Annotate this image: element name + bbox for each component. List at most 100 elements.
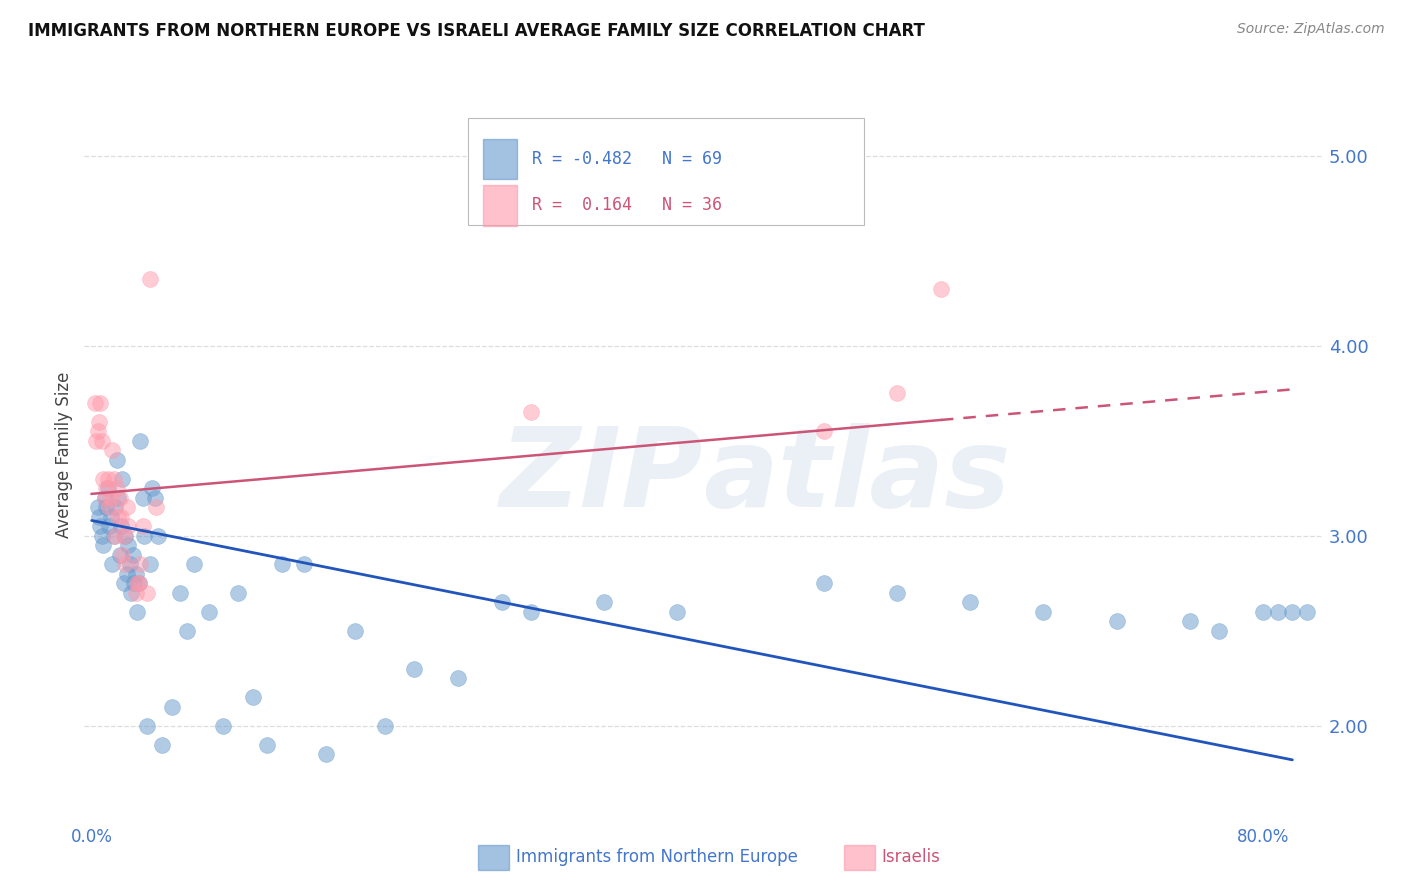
Point (94, 491, 117, 505)
Point (132, 519, 155, 533)
Point (212, 719, 235, 733)
Point (1267, 605, 1289, 619)
Point (96, 500, 118, 515)
Point (132, 491, 155, 505)
Point (520, 605, 543, 619)
Point (122, 576, 145, 591)
Point (136, 719, 159, 733)
Point (96, 481, 118, 495)
Point (315, 747, 337, 761)
Point (129, 557, 152, 571)
Point (84, 434, 107, 448)
Point (97, 472, 120, 486)
Text: R = -0.482   N = 69: R = -0.482 N = 69 (533, 150, 723, 168)
Point (520, 405, 543, 419)
Point (198, 605, 221, 619)
Point (143, 491, 166, 505)
Text: Source: ZipAtlas.com: Source: ZipAtlas.com (1237, 22, 1385, 37)
Point (104, 500, 127, 515)
Point (1032, 605, 1054, 619)
Point (169, 585, 191, 599)
Point (108, 491, 131, 505)
Point (98, 500, 121, 515)
Point (98, 519, 121, 533)
Point (593, 595, 616, 609)
Point (93, 472, 115, 486)
Point (145, 500, 167, 515)
Point (160, 699, 183, 714)
Point (959, 595, 981, 609)
Point (447, 671, 470, 685)
Point (94, 491, 117, 505)
Point (886, 585, 908, 599)
Point (115, 566, 138, 581)
Point (110, 519, 132, 533)
Point (105, 481, 128, 495)
Point (146, 529, 169, 543)
Point (139, 557, 162, 571)
Point (150, 738, 173, 752)
Point (176, 624, 198, 638)
Point (111, 472, 134, 486)
Point (402, 662, 425, 676)
Point (128, 576, 150, 591)
Y-axis label: Average Family Size: Average Family Size (55, 372, 73, 538)
Point (121, 548, 143, 562)
Point (292, 557, 315, 571)
Point (93, 538, 115, 552)
Point (89, 519, 111, 533)
Point (141, 481, 163, 495)
Text: R =  0.164   N = 36: R = 0.164 N = 36 (533, 196, 723, 214)
Point (813, 576, 835, 591)
Text: IMMIGRANTS FROM NORTHERN EUROPE VS ISRAELI AVERAGE FAMILY SIZE CORRELATION CHART: IMMIGRANTS FROM NORTHERN EUROPE VS ISRAE… (28, 22, 925, 40)
Text: ZIP: ZIP (499, 424, 703, 531)
Text: Immigrants from Northern Europe: Immigrants from Northern Europe (516, 848, 797, 866)
Point (87, 415, 110, 429)
Point (87, 509, 110, 524)
Point (100, 491, 122, 505)
Point (139, 272, 162, 286)
Point (242, 690, 264, 705)
Point (83, 395, 105, 409)
Point (86, 500, 108, 515)
Point (105, 452, 128, 467)
Point (813, 424, 835, 438)
Point (110, 509, 132, 524)
Point (134, 529, 156, 543)
Point (114, 529, 136, 543)
Point (112, 529, 135, 543)
Point (256, 738, 278, 752)
Point (1208, 624, 1230, 638)
Point (104, 529, 127, 543)
Point (1296, 605, 1319, 619)
Point (101, 557, 124, 571)
Point (117, 519, 139, 533)
Point (344, 624, 367, 638)
Point (114, 557, 136, 571)
Point (101, 443, 124, 458)
Point (373, 719, 395, 733)
Point (1251, 605, 1274, 619)
Point (97, 481, 120, 495)
FancyBboxPatch shape (468, 119, 863, 225)
Point (124, 585, 146, 599)
Point (89, 395, 111, 409)
Point (125, 576, 148, 591)
Text: atlas: atlas (703, 424, 1011, 531)
Point (108, 548, 131, 562)
Point (125, 605, 148, 619)
Point (124, 566, 146, 581)
Point (117, 538, 139, 552)
Point (111, 548, 134, 562)
Point (1178, 614, 1201, 628)
Point (118, 557, 141, 571)
Point (112, 576, 135, 591)
Point (90, 529, 112, 543)
Point (103, 529, 125, 543)
Point (183, 557, 205, 571)
Point (90, 434, 112, 448)
Point (107, 509, 129, 524)
Point (1281, 605, 1303, 619)
Point (886, 386, 908, 401)
Point (115, 500, 138, 515)
